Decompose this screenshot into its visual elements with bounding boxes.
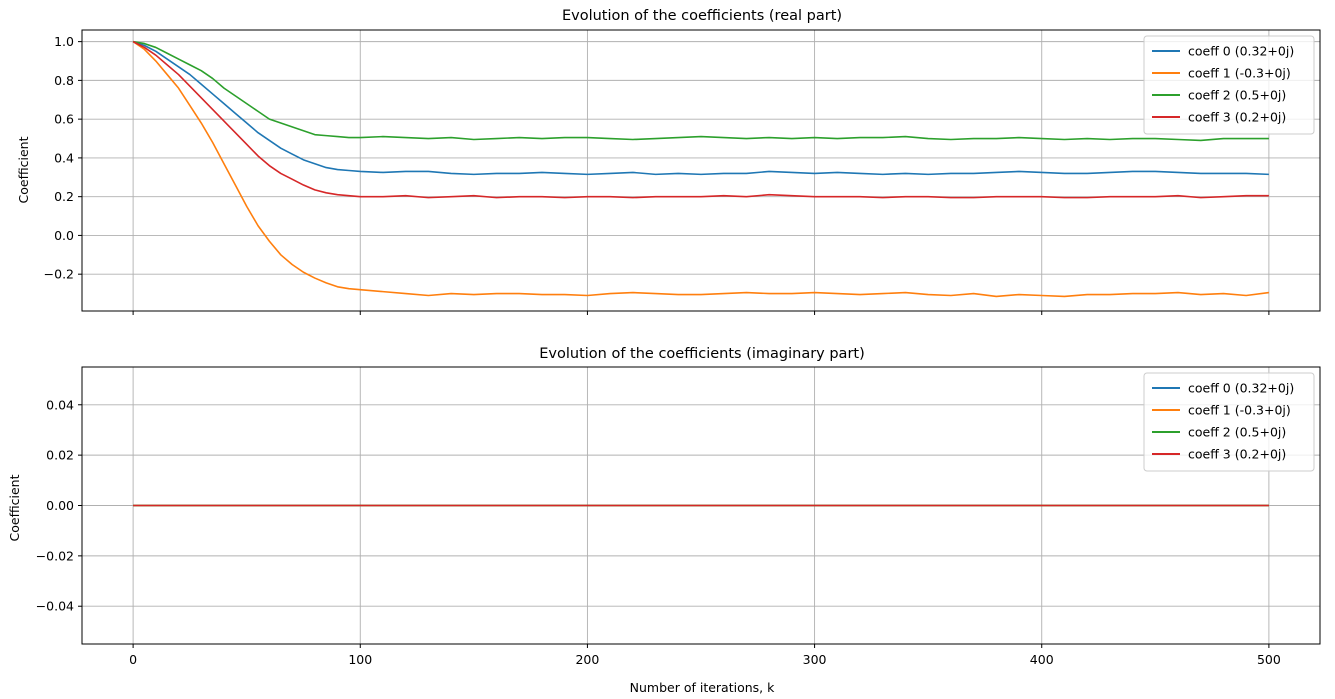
legend-entry: coeff 1 (-0.3+0j) [1188,403,1291,418]
plot-frame [81,29,1321,312]
x-tick-label: 400 [1030,652,1054,667]
legend [1143,372,1315,472]
y-tick-label: −0.02 [36,548,74,563]
legend [1143,35,1315,135]
legend-entry: coeff 1 (-0.3+0j) [1188,66,1291,81]
legend-entry: coeff 3 (0.2+0j) [1188,447,1286,462]
y-tick-label: −0.2 [44,267,74,282]
real-part-chart: Evolution of the coefficients (real part… [16,8,1321,315]
y-tick-label: −0.04 [36,599,74,614]
y-tick-label: 0.02 [46,448,74,463]
series-line-coeff-2 [132,40,1269,142]
y-tick-label: 1.0 [54,34,74,49]
y-tick-label: 0.00 [46,498,74,513]
y-tick-label: 0.04 [46,397,74,412]
x-tick-label: 500 [1257,652,1281,667]
y-tick-label: 0.2 [54,189,74,204]
y-axis-label: Coefficient [7,474,22,541]
y-tick-label: 0.0 [54,228,74,243]
x-tick-label: 100 [348,652,372,667]
legend-entry: coeff 2 (0.5+0j) [1188,425,1286,440]
legend-entry: coeff 0 (0.32+0j) [1188,381,1294,396]
series-line-coeff-1 [132,40,1269,298]
y-tick-label: 0.8 [54,73,74,88]
x-axis-label: Number of iterations, k [630,680,775,695]
x-tick-label: 0 [129,652,137,667]
imaginary-part-chart: Evolution of the coefficients (imaginary… [7,346,1321,695]
legend-entry: coeff 0 (0.32+0j) [1188,44,1294,59]
y-tick-label: 0.6 [54,112,74,127]
y-axis-label: Coefficient [16,136,31,203]
chart-title: Evolution of the coefficients (imaginary… [539,346,865,362]
series-line-coeff-0 [132,40,1269,176]
y-tick-label: 0.4 [54,150,74,165]
series-line-coeff-3 [132,40,1269,199]
legend-entry: coeff 2 (0.5+0j) [1188,88,1286,103]
chart-title: Evolution of the coefficients (real part… [562,8,842,24]
legend-entry: coeff 3 (0.2+0j) [1188,110,1286,125]
x-tick-label: 200 [575,652,599,667]
x-tick-label: 300 [803,652,827,667]
